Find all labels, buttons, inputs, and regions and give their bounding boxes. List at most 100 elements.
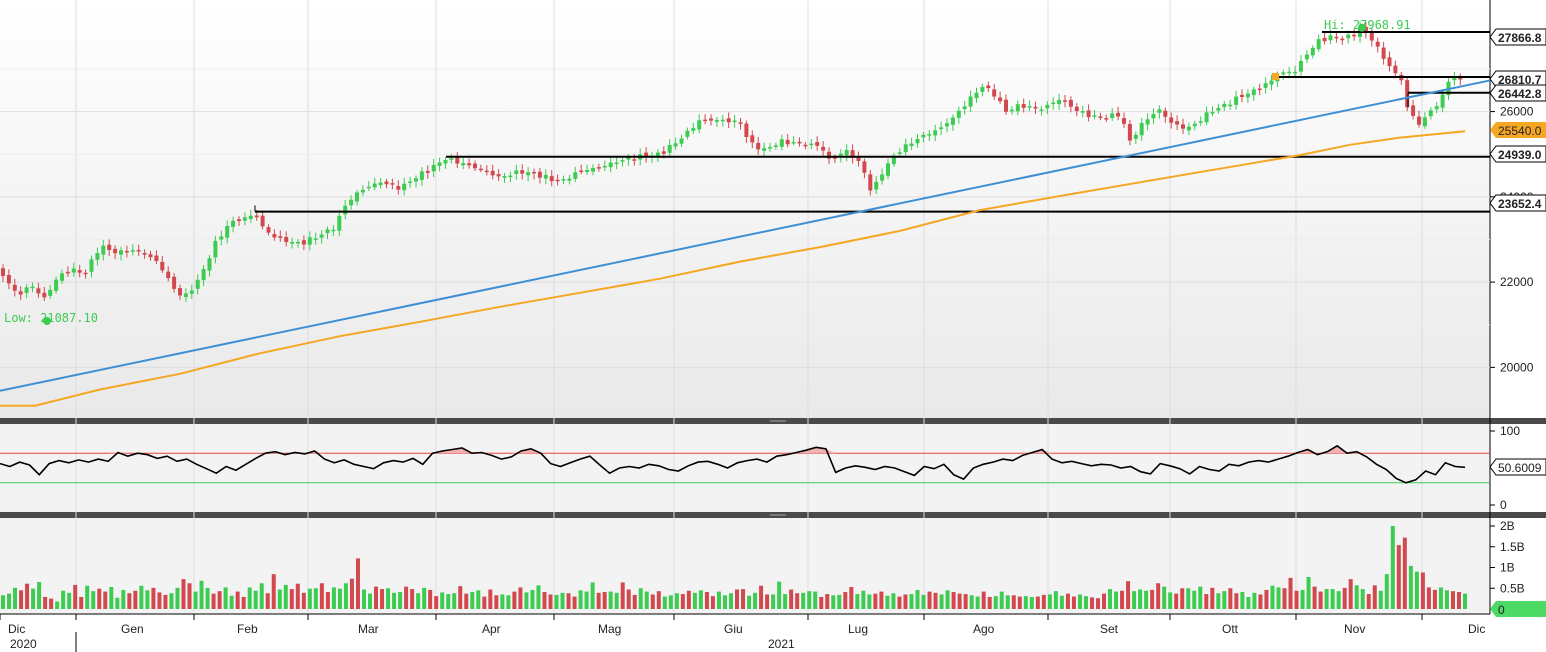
volume-bar [31,588,36,609]
candle-body [927,134,932,136]
volume-bar [837,594,842,609]
candle-body [579,170,584,173]
event-marker [1272,73,1279,81]
candle-body [1145,119,1150,125]
volume-bar [500,594,505,609]
candle-body [71,268,76,273]
candle-body [750,135,755,143]
candle-body [909,143,914,146]
volume-bar [542,591,547,609]
candle-body [1057,99,1062,105]
candle-body [296,241,300,244]
candle-body [968,96,973,107]
volume-bar [217,591,222,609]
volume-bar [253,590,258,609]
volume-bar [1059,595,1064,609]
volume-bar [801,592,806,609]
volume-bar [470,591,475,609]
candle-body [272,234,277,238]
volume-bar [1029,596,1034,609]
candle-body [355,192,359,202]
volume-bar [1348,579,1353,609]
volume-bar [1144,590,1149,609]
candle-body [237,219,241,222]
volume-bar [795,593,800,609]
month-label: Gen [121,622,144,636]
volume-bar [572,596,577,609]
month-label: Dic [1468,622,1485,636]
volume-bar [1414,571,1419,609]
candle-body [107,244,112,250]
candle-body [838,153,843,157]
candle-body [113,248,118,254]
rsi-tick-label: 100 [1500,424,1520,438]
level-flag-23652-box [1489,194,1546,212]
volume-bar [927,591,932,609]
candle-body [1299,60,1303,72]
candle-body [703,119,708,122]
volume-bar [1240,591,1245,609]
volume-bar [1138,589,1143,609]
volume-bar [1294,590,1299,609]
volume-bar [247,587,252,609]
volume-bar [741,589,746,609]
volume-bar [79,596,84,609]
volume-flag-box [1490,601,1546,617]
volume-bar [1444,590,1449,609]
volume-bar [909,594,914,609]
candle-body [962,106,967,109]
volume-bar [434,596,439,609]
volume-bar [915,589,920,609]
candle-body [1245,93,1250,98]
candle-body [1122,118,1126,124]
month-label: Apr [482,622,501,636]
candle-body [1310,47,1315,56]
candle-body [455,157,460,164]
volume-bar [704,591,709,609]
month-label: Set [1100,622,1119,636]
volume-tick-label: 1B [1500,561,1515,575]
volume-bar [638,588,643,609]
volume-bar [1288,577,1293,609]
volume-bar [765,594,770,609]
volume-bar [1312,586,1317,609]
volume-bar [1047,594,1052,609]
volume-bar [1186,588,1191,609]
volume-bar [620,582,625,609]
volume-bar [674,593,679,609]
candle-body [720,119,725,122]
volume-bar [1114,591,1119,609]
volume-bar [1204,594,1209,609]
volume-bar [127,593,132,609]
candle-body [1033,106,1038,109]
volume-bar [1342,587,1347,609]
volume-bar [458,586,463,609]
volume-bar [229,595,234,609]
volume-bar [1336,591,1341,609]
volume-bar [283,584,288,609]
volume-bar [1089,597,1094,609]
volume-bar [392,592,397,609]
candle-body [390,183,395,185]
volume-bar [1264,589,1269,609]
candle-body [903,144,908,153]
volume-bar [440,592,445,609]
candle-body [136,249,141,252]
candle-body [655,152,660,157]
volume-bar [831,595,836,609]
candle-body [714,119,719,122]
candle-body [1346,34,1351,39]
volume-bar [464,593,469,609]
volume-bar [747,595,752,609]
candle-body [785,139,790,145]
volume-bar [19,590,24,609]
volume-bar [416,593,421,609]
volume-bar [771,594,776,609]
rsi-flag: 50.6009 [1498,461,1542,475]
volume-bar [37,582,42,609]
candle-body [508,175,513,178]
volume-bar [999,591,1004,609]
candle-body [1281,72,1286,75]
candle-body [1228,104,1233,107]
